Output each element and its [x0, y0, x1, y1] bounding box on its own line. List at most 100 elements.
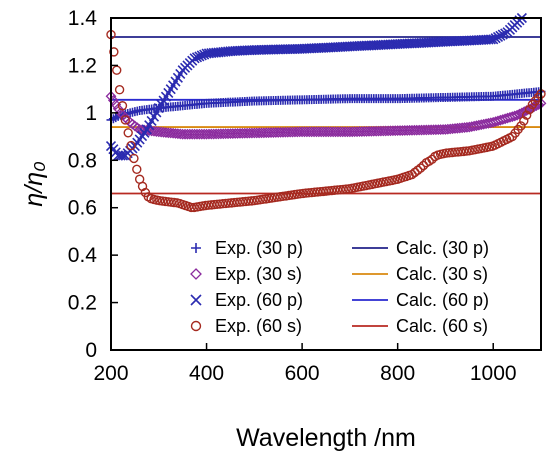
exp-point-1-31: [179, 128, 191, 140]
exp-point-1-73: [279, 126, 291, 138]
legend-marker-2: [190, 294, 202, 306]
y-tick-label-1: 0.2: [68, 292, 97, 315]
legend-calc-label-0: Calc. (30 p): [396, 238, 489, 258]
exp-point-1-65: [260, 127, 272, 139]
exp-point-3-3: [114, 85, 125, 95]
exp-point-1-112: [373, 125, 384, 137]
y-axis-title: η/η₀: [20, 161, 48, 206]
exp-point-1-96: [334, 126, 346, 138]
exp-point-1-95: [332, 126, 344, 138]
y-tick-label-7: 1.4: [68, 7, 98, 30]
exp-point-3-7: [126, 140, 136, 151]
exp-point-1-123: [399, 125, 411, 136]
x-tick-label-3: 800: [380, 362, 415, 385]
exp-point-1-3: [112, 103, 124, 115]
exp-point-2-5: [117, 150, 129, 161]
exp-point-2-162: [492, 31, 504, 43]
exp-point-1-54: [234, 127, 246, 139]
exp-point-1-42: [205, 128, 217, 140]
legend-label-2: Exp. (60 p): [215, 290, 303, 310]
exp-point-2-164: [497, 29, 508, 40]
exp-point-1-57: [241, 127, 253, 139]
exp-point-3-8: [129, 153, 139, 164]
exp-point-1-108: [363, 125, 375, 137]
exp-point-1-36: [191, 128, 203, 140]
exp-point-3-1: [109, 47, 119, 57]
exp-point-1-43: [208, 128, 220, 140]
exp-point-1-62: [253, 127, 265, 139]
exp-point-1-70: [272, 127, 284, 138]
exp-point-1-102: [349, 126, 361, 138]
exp-point-1-173: [518, 106, 530, 118]
exp-point-1-131: [418, 124, 430, 136]
x-tick-label-4: 1000: [470, 362, 517, 385]
exp-point-1-133: [423, 124, 435, 136]
y-tick-label-0: 0: [85, 339, 97, 362]
exp-point-1-170: [511, 109, 523, 121]
exp-point-1-174: [521, 105, 533, 116]
exp-point-1-129: [413, 124, 425, 136]
exp-point-1-37: [193, 128, 205, 140]
x-axis-title: Wavelength /nm: [236, 424, 416, 452]
exp-point-1-86: [311, 126, 322, 138]
exp-point-3-144: [519, 116, 529, 126]
exp-point-1-121: [394, 125, 406, 137]
exp-point-1-44: [210, 128, 222, 140]
axis-ticks: 200 400 600 800 1000 0 0.2 0.4 0.6 0.8 1 1.2 1.4: [68, 7, 517, 385]
exp-point-1-117: [385, 125, 396, 137]
exp-point-1-77: [289, 126, 301, 138]
exp-point-1-137: [432, 124, 444, 136]
exp-point-1-126: [406, 124, 418, 136]
exp-point-1-110: [368, 125, 380, 137]
exp-point-3-5: [120, 115, 131, 125]
exp-point-1-105: [356, 126, 368, 137]
plot-area: [105, 12, 547, 213]
legend-calc-label-2: Calc. (60 p): [396, 290, 489, 310]
exp-point-1-113: [375, 125, 387, 137]
exp-point-2-3: [113, 150, 124, 161]
exp-point-1-35: [189, 128, 201, 140]
legend-marker-3: [190, 320, 202, 332]
exp-point-3-2: [112, 65, 122, 75]
exp-point-1-97: [337, 126, 349, 138]
exp-point-1-63: [256, 127, 267, 139]
exp-point-1-91: [322, 126, 334, 138]
exp-point-1-92: [325, 126, 337, 138]
exp-point-1-101: [346, 126, 358, 138]
exp-point-1-29: [174, 128, 186, 140]
exp-point-1-45: [213, 128, 224, 140]
exp-point-1-88: [315, 126, 327, 138]
exp-point-1-85: [308, 126, 320, 138]
exp-point-1-74: [282, 126, 294, 138]
exp-point-1-89: [318, 126, 330, 138]
exp-point-1-83: [303, 126, 315, 138]
exp-point-1-68: [268, 127, 279, 138]
exp-point-1-94: [330, 126, 341, 138]
exp-point-1-116: [382, 125, 394, 137]
exp-point-1-99: [342, 126, 353, 138]
y-tick-label-6: 1.2: [68, 54, 97, 77]
legend-label-1: Exp. (30 s): [215, 264, 302, 284]
exp-point-1-90: [320, 126, 332, 138]
exp-point-3-107: [413, 165, 423, 175]
legend-label-3: Exp. (60 s): [215, 316, 302, 336]
exp-point-1-100: [344, 126, 356, 138]
exp-point-1-82: [301, 126, 313, 138]
exp-point-1-41: [203, 128, 215, 140]
exp-point-1-64: [258, 127, 270, 139]
y-tick-label-5: 1: [85, 102, 97, 125]
exp-point-3-145: [521, 110, 532, 120]
exp-point-1-109: [365, 125, 377, 137]
exp-point-1-120: [392, 125, 404, 137]
exp-point-1-127: [408, 124, 420, 136]
exp-point-1-132: [420, 124, 432, 136]
exp-point-3-9: [132, 164, 142, 174]
exp-point-1-33: [184, 128, 196, 140]
exp-point-1-72: [277, 126, 289, 138]
y-tick-label-2: 0.4: [68, 244, 98, 267]
exp-point-1-114: [377, 125, 389, 137]
exp-point-3-143: [516, 121, 526, 131]
exp-point-2-163: [495, 30, 506, 41]
exp-point-1-75: [284, 126, 296, 138]
